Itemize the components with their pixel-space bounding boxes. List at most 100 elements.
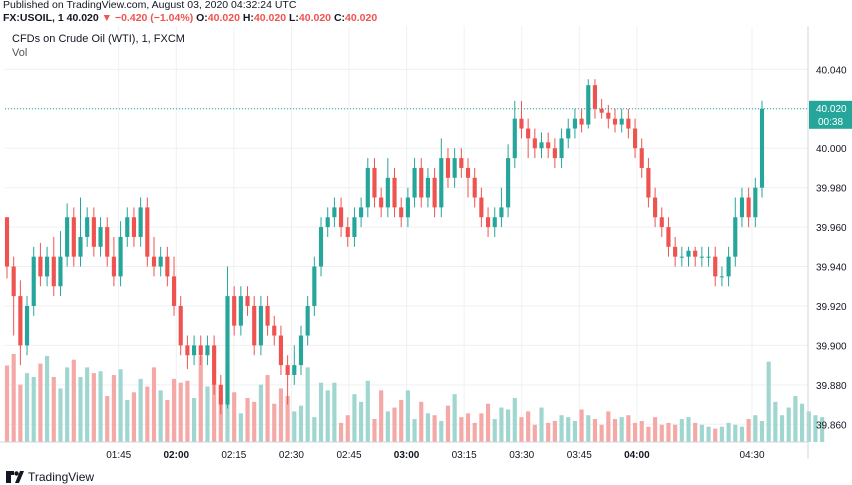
volume-bar (632, 422, 638, 442)
chart-legend-vol: Vol (12, 47, 28, 59)
price-chart[interactable]: 40.040 40.020 40.000 39.980 39.960 39.940 39.9… (0, 26, 852, 459)
chart-legend-title: CFDs on Crude Oil (WTI), 1, FXCM (12, 33, 185, 45)
candle-body (626, 118, 631, 129)
candle-body (138, 207, 143, 237)
y-tick-label: 40.040 (816, 65, 847, 76)
volume-bar (673, 424, 678, 442)
candle-body (706, 256, 711, 258)
volume-bar (733, 424, 738, 442)
candle-body (345, 227, 350, 237)
candle-body (359, 207, 364, 218)
volume-bar (131, 392, 137, 442)
candle-body (733, 217, 738, 257)
volume-bar (111, 375, 116, 442)
volume-bar (265, 375, 270, 442)
volume-bar (653, 417, 658, 442)
volume-bar (532, 424, 537, 442)
candle-body (666, 227, 671, 247)
volume-bar (472, 422, 477, 442)
volume-bar (11, 354, 16, 442)
candle-body (379, 197, 384, 208)
candle-body (659, 217, 664, 228)
high-label: H: (242, 12, 254, 24)
candle-body (265, 305, 270, 326)
volume-bar (345, 415, 350, 442)
volume-bar (31, 376, 36, 442)
volume-bar (506, 409, 511, 442)
volume-bar (379, 390, 384, 442)
candle-body (559, 138, 564, 159)
volume-bar (238, 413, 243, 442)
last-price: 40.020 (66, 12, 99, 24)
candle-body (439, 158, 444, 208)
candle-body (579, 118, 584, 125)
volume-bar (713, 428, 718, 442)
candle-body (131, 217, 137, 237)
volume-bar (425, 413, 431, 442)
candle-body (91, 217, 96, 247)
candle-body (365, 167, 370, 208)
x-tick-label: 02:00 (164, 450, 190, 459)
price-label-countdown: 00:38 (818, 117, 843, 128)
candle-body (151, 256, 157, 267)
volume-bar (205, 386, 210, 442)
candle-body (285, 365, 290, 375)
volume-bar (332, 382, 337, 442)
volume-bar (118, 369, 123, 442)
y-tick-label: 39.860 (816, 420, 847, 431)
candle-body (612, 118, 618, 125)
volume-bar (71, 359, 76, 442)
candle-body (639, 148, 644, 168)
chart-area[interactable]: 40.040 40.020 40.000 39.980 39.960 39.940 39.9… (0, 26, 852, 459)
candle-body (606, 112, 611, 119)
price-label-value: 40.020 (816, 104, 847, 115)
candle-body (185, 345, 190, 356)
candle-body (512, 118, 517, 159)
candle-body (305, 305, 310, 336)
candle-body (272, 325, 277, 336)
volume-bar (178, 382, 183, 442)
candle-body (592, 85, 598, 109)
candle-body (472, 177, 477, 198)
volume-bar (4, 365, 10, 442)
candle-body (619, 118, 624, 125)
candle-body (252, 305, 257, 346)
volume-bar (465, 413, 471, 442)
candle-body (24, 305, 30, 346)
candle-body (125, 217, 130, 237)
candle-body (312, 266, 317, 306)
volume-bar (519, 417, 524, 442)
volume-bar (746, 419, 751, 442)
tradingview-logo[interactable]: TradingView (6, 470, 94, 484)
candle-body (71, 217, 76, 257)
candle-body (298, 335, 304, 366)
volume-bar (706, 426, 711, 442)
tradingview-icon (6, 471, 24, 483)
candle-body (713, 256, 718, 277)
x-tick-label: 01:45 (106, 450, 131, 459)
volume-bar (58, 388, 63, 442)
candle-body (719, 276, 724, 278)
candle-body (171, 276, 177, 306)
candle-body (679, 256, 684, 258)
y-tick-label: 40.000 (816, 144, 847, 155)
volume-bar (258, 384, 263, 442)
candle-body (192, 345, 197, 356)
candle-body (278, 335, 284, 366)
candle-body (746, 197, 751, 218)
candle-body (425, 177, 431, 198)
low-label: L: (288, 12, 299, 24)
candle-body (452, 158, 457, 178)
close-label: C: (333, 12, 346, 24)
candle-body (198, 345, 203, 356)
candle-body (632, 128, 638, 149)
volume-bar (813, 415, 818, 442)
candle-body (432, 177, 437, 208)
volume-bar (646, 426, 651, 442)
volume-bar (719, 426, 724, 442)
candle-body (58, 256, 63, 287)
candle-body (465, 167, 471, 178)
volume-bar (619, 417, 624, 442)
candle-body (459, 158, 464, 168)
candle-body (546, 142, 551, 149)
